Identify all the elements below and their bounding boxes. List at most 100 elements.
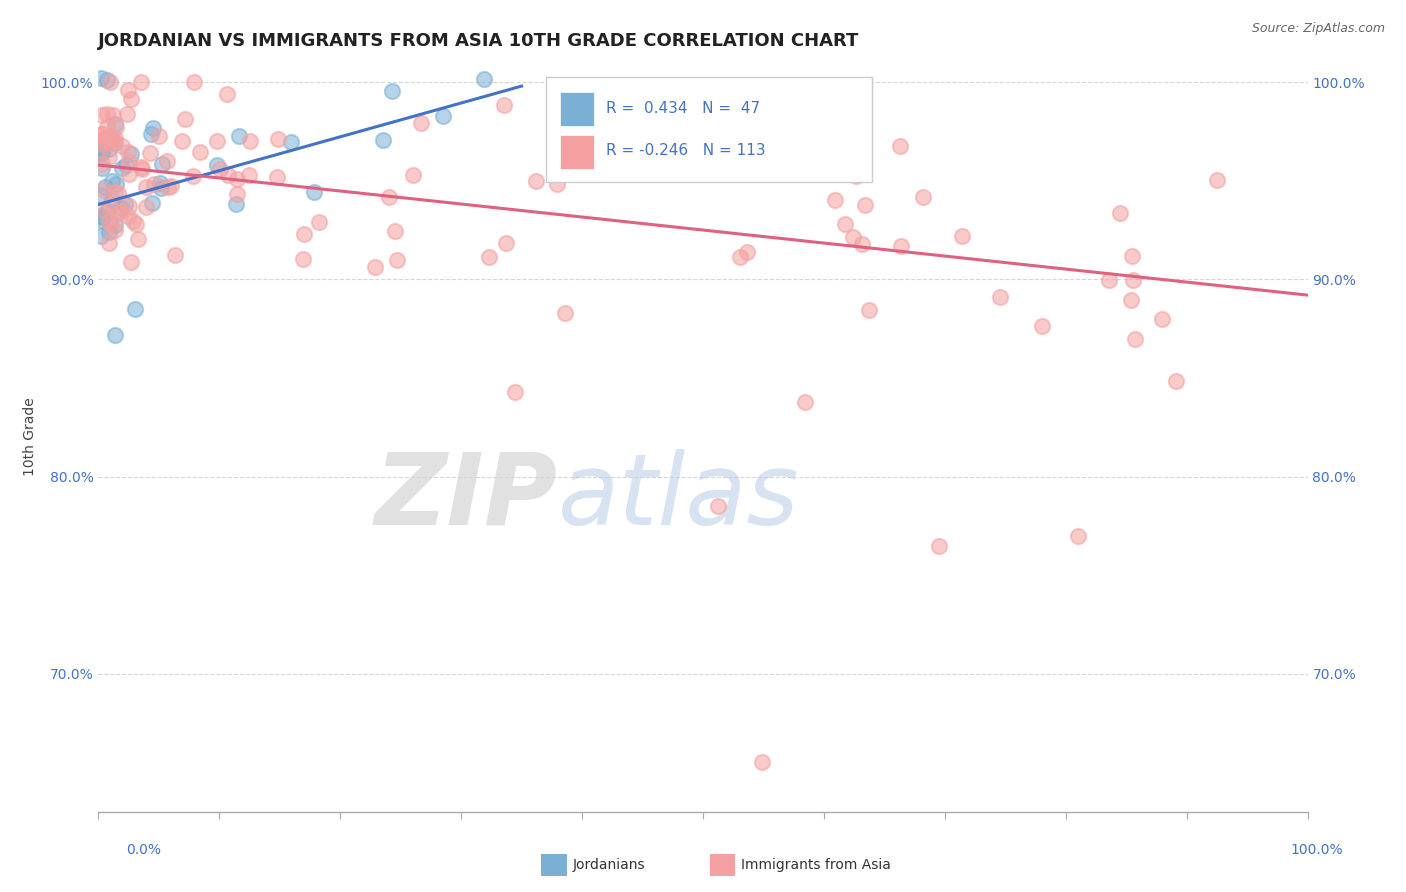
Point	[890, 238, 912, 252]
Point	[117, 209, 139, 223]
Point	[853, 198, 876, 212]
Point	[110, 201, 132, 215]
Point	[845, 169, 868, 184]
Point	[118, 154, 141, 169]
Point	[90, 71, 112, 86]
Point	[503, 384, 526, 399]
Point	[90, 145, 112, 160]
Point	[91, 108, 114, 122]
Point	[120, 255, 142, 269]
Point	[96, 107, 118, 121]
Point	[103, 134, 125, 148]
Point	[90, 145, 112, 159]
Point	[110, 204, 132, 219]
Point	[114, 196, 136, 211]
Point	[266, 169, 288, 184]
Point	[793, 394, 815, 409]
Point	[751, 756, 773, 770]
Point	[93, 130, 115, 145]
Point	[93, 182, 115, 196]
Point	[1123, 332, 1146, 346]
Point	[100, 174, 122, 188]
Text: R =  0.434   N =  47: R = 0.434 N = 47	[606, 101, 761, 116]
Point	[91, 127, 114, 141]
Point	[91, 141, 114, 155]
Point	[225, 197, 247, 211]
Point	[129, 161, 152, 175]
Point	[142, 120, 165, 135]
Point	[402, 169, 425, 183]
Point	[378, 190, 401, 204]
Point	[118, 199, 141, 213]
Point	[135, 180, 157, 194]
Point	[91, 157, 114, 171]
Point	[150, 156, 173, 170]
Point	[91, 135, 114, 149]
Point	[90, 213, 112, 227]
Point	[1098, 273, 1121, 287]
Point	[93, 202, 115, 217]
Point	[115, 107, 138, 121]
Point	[104, 327, 127, 342]
Point	[1205, 173, 1227, 187]
Point	[98, 75, 121, 89]
Point	[707, 499, 730, 513]
Point	[495, 235, 517, 250]
Point	[371, 133, 394, 147]
Point	[912, 190, 935, 204]
Point	[188, 145, 211, 160]
Point	[824, 193, 846, 207]
Text: 0.0%: 0.0%	[127, 843, 162, 857]
Point	[142, 178, 165, 192]
Point	[118, 167, 141, 181]
Point	[120, 92, 142, 106]
Point	[98, 150, 121, 164]
Text: JORDANIAN VS IMMIGRANTS FROM ASIA 10TH GRADE CORRELATION CHART: JORDANIAN VS IMMIGRANTS FROM ASIA 10TH G…	[98, 32, 860, 50]
Point	[409, 116, 432, 130]
Point	[117, 82, 139, 96]
Point	[834, 217, 856, 231]
Point	[96, 120, 118, 134]
Point	[115, 158, 138, 172]
Point	[129, 75, 152, 89]
Point	[104, 223, 127, 237]
Point	[842, 230, 865, 244]
Point	[170, 134, 193, 148]
Point	[93, 134, 115, 148]
FancyBboxPatch shape	[546, 78, 872, 182]
Point	[131, 162, 153, 177]
Point	[94, 132, 117, 146]
Point	[472, 71, 495, 86]
Point	[384, 223, 406, 237]
Point	[90, 161, 112, 175]
Point	[1121, 250, 1143, 264]
Point	[928, 539, 950, 553]
Point	[98, 142, 121, 156]
Point	[149, 180, 172, 194]
Point	[163, 247, 186, 261]
Point	[107, 205, 129, 219]
Point	[101, 136, 124, 150]
FancyBboxPatch shape	[561, 135, 595, 169]
Point	[217, 168, 239, 182]
Point	[104, 120, 127, 134]
Point	[104, 131, 127, 145]
Point	[364, 260, 387, 274]
Point	[226, 171, 249, 186]
Point	[90, 229, 112, 244]
Point	[94, 179, 117, 194]
Point	[381, 84, 404, 98]
Point	[104, 117, 127, 131]
Point	[98, 129, 121, 144]
Point	[104, 136, 127, 150]
Point	[385, 252, 408, 267]
Point	[111, 138, 134, 153]
Point	[139, 146, 162, 161]
Point	[90, 187, 112, 202]
Point	[1031, 319, 1053, 334]
Point	[96, 73, 118, 87]
Point	[104, 185, 127, 199]
Text: ZIP: ZIP	[375, 449, 558, 546]
Point	[120, 146, 142, 161]
Point	[477, 250, 499, 264]
